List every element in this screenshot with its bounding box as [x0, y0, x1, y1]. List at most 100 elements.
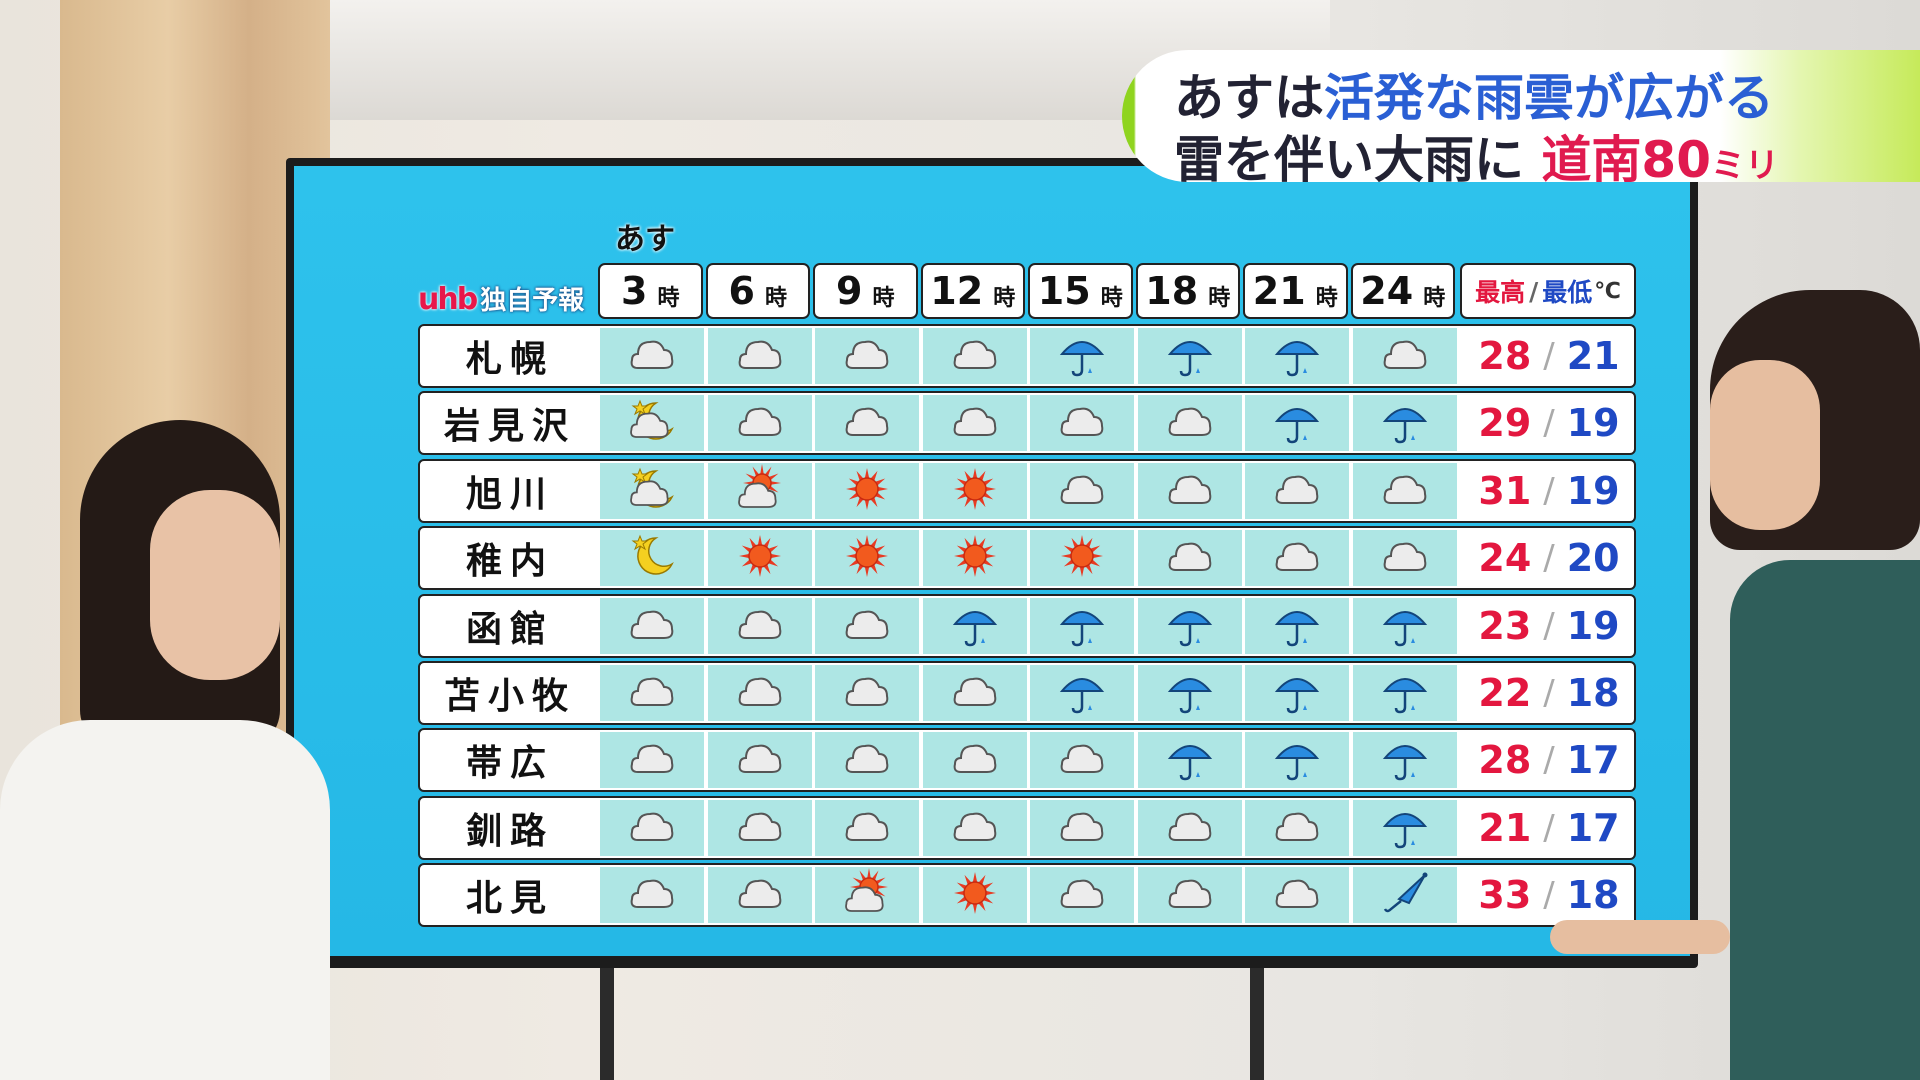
cloud-icon: [947, 328, 1003, 384]
forecast-cell: [1245, 665, 1349, 721]
closed-umbrella-icon: [1377, 867, 1433, 923]
forecast-cell: [1137, 328, 1242, 384]
forecast-cell: [815, 395, 919, 452]
cloud-icon: [1269, 463, 1325, 519]
time-header-12: 12 時: [920, 263, 1025, 319]
forecast-cell: [707, 597, 812, 654]
time-suffix: 時: [764, 286, 787, 311]
cloud-icon: [1269, 800, 1325, 856]
high-temp: 31: [1478, 468, 1532, 513]
cloud-icon: [732, 800, 788, 856]
time-value: 6: [728, 269, 755, 313]
umbrella-icon: [947, 598, 1003, 654]
cloud-icon: [947, 395, 1003, 451]
forecast-cell: [922, 665, 1027, 721]
sun-icon: [839, 530, 895, 586]
cloud-icon: [839, 328, 895, 384]
sun-icon: [947, 530, 1003, 586]
unit-label: ℃: [1594, 278, 1621, 304]
forecast-cell: [1352, 328, 1457, 384]
monitor-stand-right: [1250, 960, 1264, 1080]
caption-highlight: 活発な雨雲が広がる: [1324, 69, 1774, 127]
temperature: 33 / 18: [1460, 865, 1634, 925]
high-temp: 24: [1478, 536, 1532, 581]
forecast-cell: [815, 799, 919, 856]
high-temp: 23: [1478, 603, 1532, 648]
high-temp: 28: [1478, 334, 1532, 378]
forecast-cell: [1137, 732, 1242, 789]
forecast-cell: [1030, 462, 1134, 519]
caption-highlight: 道南80: [1541, 131, 1712, 182]
city-name: 函館: [465, 608, 554, 650]
time-suffix: 時: [1208, 286, 1231, 311]
temperature: 28 / 17: [1460, 730, 1634, 790]
forecast-cell: [1352, 665, 1457, 721]
cloud-icon: [1054, 867, 1110, 923]
city-row: 稚内 24 / 20: [418, 526, 1636, 591]
city-name: 帯広: [465, 743, 554, 785]
slash: /: [1543, 403, 1555, 444]
forecast-cell: [1030, 530, 1134, 587]
city-row: 釧路 21 / 17: [418, 795, 1636, 860]
city-name: 釧路: [465, 810, 554, 852]
city-row: 函館 23 / 19: [418, 593, 1636, 658]
cloud-icon: [1377, 530, 1433, 586]
forecast-cell: [1245, 799, 1349, 856]
city-name: 苫小牧: [443, 676, 576, 717]
sun-icon: [947, 867, 1003, 923]
city-row: 帯広 28 / 17: [418, 728, 1636, 793]
forecast-cell: [922, 597, 1027, 654]
cloud-icon: [1054, 463, 1110, 519]
forecast-cell: [1352, 530, 1457, 587]
slash: /: [1543, 673, 1555, 713]
cloud-icon: [839, 800, 895, 856]
city-name: 岩見沢: [443, 406, 576, 448]
low-temp: 18: [1566, 671, 1620, 715]
forecast-cell: [1245, 867, 1349, 924]
temperature: 31 / 19: [1460, 461, 1634, 521]
forecast-cell: [1245, 597, 1349, 654]
cloud-icon: [1377, 328, 1433, 384]
slash: /: [1543, 875, 1555, 916]
forecast-cell: [1030, 799, 1134, 856]
forecast-cell: [707, 867, 812, 924]
temperature: 24 / 20: [1460, 528, 1634, 588]
forecast-cell: [1030, 732, 1134, 789]
cloud-icon: [1054, 800, 1110, 856]
forecast-cell: [600, 732, 704, 789]
umbrella-icon: [1162, 598, 1218, 654]
temperature: 28 / 21: [1460, 326, 1634, 386]
umbrella-icon: [1269, 328, 1325, 384]
umbrella-icon: [1054, 665, 1110, 721]
forecast-cell: [1245, 395, 1349, 452]
forecast-cell: [1030, 867, 1134, 924]
forecast-cell: [1352, 799, 1457, 856]
forecast-cell: [815, 462, 919, 519]
cloud-icon: [624, 665, 680, 721]
forecast-cell: [922, 732, 1027, 789]
time-suffix: 時: [872, 286, 895, 311]
umbrella-icon: [1162, 732, 1218, 788]
moon-icon: [624, 530, 680, 586]
forecast-cell: [1030, 395, 1134, 452]
cloud-icon: [1377, 463, 1433, 519]
cloud-icon: [1162, 530, 1218, 586]
cloud-icon: [624, 598, 680, 654]
forecast-cell: [1137, 867, 1242, 924]
cloud-icon: [947, 732, 1003, 788]
slash: /: [1543, 538, 1555, 579]
forecast-cell: [815, 732, 919, 789]
forecast-cell: [1137, 395, 1242, 452]
high-label: 最高: [1475, 278, 1526, 307]
sun-icon: [732, 530, 788, 586]
high-temp: 21: [1478, 805, 1532, 850]
time-value: 9: [836, 269, 863, 313]
forecast-cell: [922, 328, 1027, 384]
forecast-cell: [815, 665, 919, 721]
umbrella-icon: [1162, 665, 1218, 721]
city-row: 札幌 28 / 21: [418, 324, 1636, 388]
forecast-cell: [1352, 867, 1457, 924]
forecast-cell: [1352, 462, 1457, 519]
time-suffix: 時: [1100, 286, 1123, 311]
temp-header: 最高 / 最低 ℃: [1460, 263, 1636, 319]
